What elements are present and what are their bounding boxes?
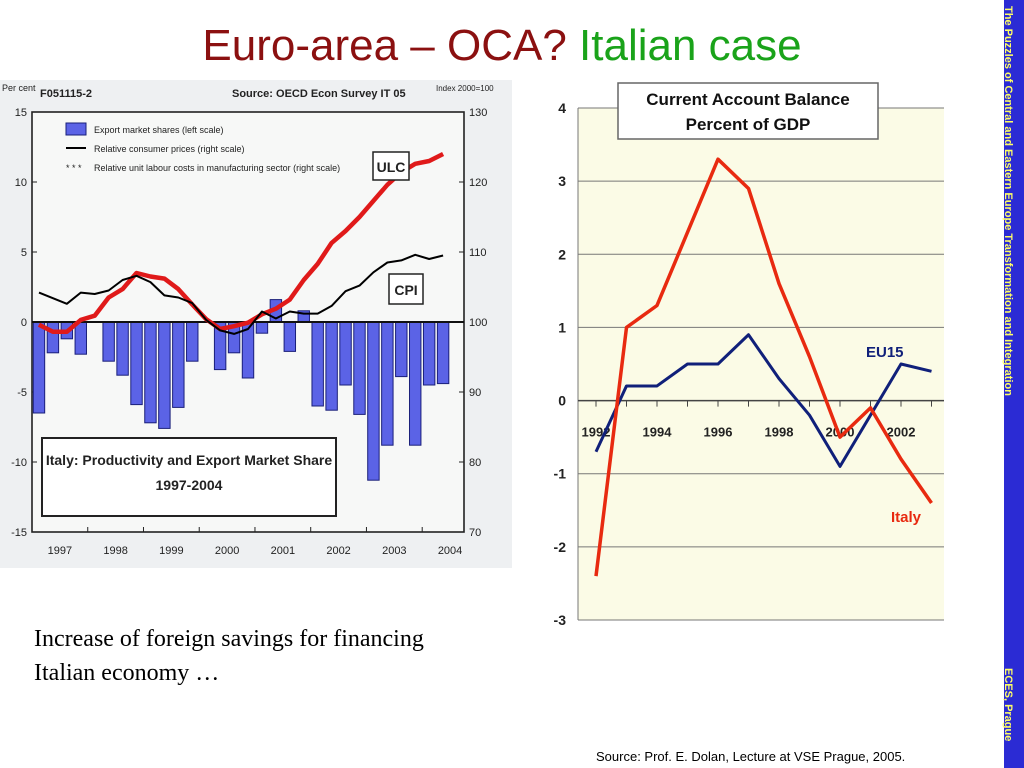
- cpi-line: [38, 253, 444, 335]
- left-tick-label: 5: [21, 247, 27, 259]
- right-title-box: [617, 82, 879, 140]
- cpi-label-box: [388, 273, 424, 305]
- right-y-tick-label: -2: [554, 539, 567, 555]
- chart-code-label: F051115-2: [40, 88, 92, 100]
- left-tick-label: 0: [21, 317, 27, 329]
- italy-series-label: Italy: [891, 509, 922, 526]
- right-tick-label: 100: [469, 317, 487, 329]
- x-tick-label: 1999: [159, 545, 183, 557]
- right-tick-label: 80: [469, 457, 481, 469]
- right-tick-label: 70: [469, 527, 481, 539]
- oecd-source-label: Source: OECD Econ Survey IT 05: [232, 88, 406, 100]
- right-y-tick-label: 4: [558, 100, 566, 116]
- export-share-bar: [381, 321, 394, 446]
- right-x-tick-label: 1996: [704, 425, 733, 440]
- right-tick-label: 120: [469, 177, 487, 189]
- x-tick-label: 2000: [215, 545, 239, 557]
- right-y-tick-label: 0: [558, 393, 566, 409]
- right-x-tick-label: 1994: [643, 425, 673, 440]
- export-share-bar: [311, 321, 324, 407]
- legend-label-ulc: Relative unit labour costs in manufactur…: [94, 163, 340, 173]
- cpi-label: CPI: [394, 282, 417, 298]
- export-share-bar: [46, 321, 60, 354]
- ulc-label-box: [372, 151, 410, 181]
- right-y-tick-label: 3: [558, 173, 566, 189]
- x-tick-label: 1998: [103, 545, 127, 557]
- legend-swatch-ulc: * * *: [66, 163, 82, 173]
- export-share-bar: [158, 321, 171, 429]
- side-band: [1004, 0, 1024, 768]
- export-share-bar: [339, 321, 352, 386]
- legend-label-bars: Export market shares (left scale): [94, 125, 224, 135]
- left-tick-label: -10: [11, 457, 27, 469]
- export-share-bar: [102, 321, 115, 362]
- x-tick-label: 2001: [271, 545, 295, 557]
- side-band-title: The Puzzles of Central and Eastern Europ…: [1002, 6, 1014, 396]
- right-y-tick-label: 1: [558, 319, 566, 335]
- right-chart-title-line2: Percent of GDP: [686, 115, 811, 134]
- export-share-bar: [255, 321, 269, 334]
- right-x-tick-label: 1998: [765, 425, 794, 440]
- left-tick-label: -15: [11, 527, 27, 539]
- right-chart-title-line1: Current Account Balance: [646, 90, 849, 109]
- right-y-tick-label: 2: [558, 246, 566, 262]
- export-share-bar: [422, 321, 436, 386]
- legend-label-cpi: Relative consumer prices (right scale): [94, 144, 245, 154]
- title-part-italian-case: Italian case: [579, 21, 802, 70]
- export-share-bar: [74, 321, 87, 355]
- export-share-bar: [130, 321, 143, 406]
- x-tick-label: 2003: [382, 545, 406, 557]
- export-share-bar: [409, 321, 422, 446]
- ulc-dotted-overlay: [38, 153, 444, 333]
- export-share-bar: [32, 321, 46, 414]
- left-chart-svg: Per cent F051115-2 Source: OECD Econ Surve…: [0, 80, 512, 568]
- export-share-bar: [144, 321, 157, 424]
- side-band-footer: ECES, Prague: [1002, 668, 1014, 742]
- italy-line: [594, 157, 933, 577]
- export-share-bar: [436, 321, 450, 385]
- right-y-tick-label: -3: [554, 612, 567, 628]
- export-share-bar: [353, 321, 366, 415]
- left-tick-label: -5: [17, 387, 27, 399]
- current-account-chart: 4 3 2 1 0 -1 -2 -3 1992 1994 1996 1998 2000 2002 EU15 I…: [536, 76, 956, 634]
- x-tick-label: 2002: [326, 545, 350, 557]
- title-part-oca: Euro-area – OCA?: [202, 21, 567, 70]
- italy-title-box: [41, 437, 337, 517]
- export-share-bar: [116, 321, 129, 376]
- export-share-bar: [325, 321, 338, 411]
- slide-title: Euro-area – OCA? Italian case: [0, 18, 1004, 74]
- right-tick-label: 110: [469, 247, 487, 259]
- right-plot-area: [578, 108, 944, 620]
- legend-swatch-bars: [65, 122, 87, 136]
- export-share-bar: [367, 321, 380, 481]
- eu15-line: [594, 333, 932, 468]
- right-x-tick-label: 2002: [887, 425, 916, 440]
- x-tick-label: 1997: [48, 545, 72, 557]
- left-tick-label: 10: [15, 177, 27, 189]
- eu15-series-label: EU15: [866, 344, 904, 361]
- caption-text: Increase of foreign savings for financin…: [34, 626, 424, 686]
- right-tick-label: 90: [469, 387, 481, 399]
- right-y-tick-label: -1: [554, 466, 567, 482]
- export-share-bar: [395, 321, 408, 378]
- italy-box-title-line2: 1997-2004: [156, 477, 223, 493]
- italy-box-title-line1: Italy: Productivity and Export Market Sh…: [46, 452, 333, 468]
- export-share-bar: [186, 321, 199, 362]
- x-tick-label: 2004: [438, 545, 462, 557]
- ulc-label: ULC: [377, 159, 406, 175]
- productivity-export-chart: Per cent F051115-2 Source: OECD Econ Surve…: [0, 80, 512, 568]
- export-share-bar: [172, 321, 185, 408]
- source-note: Source: Prof. E. Dolan, Lecture at VSE P…: [596, 749, 906, 764]
- right-unit-label: Index 2000=100: [436, 84, 494, 93]
- left-tick-label: 15: [15, 107, 27, 119]
- export-share-bar: [283, 321, 297, 352]
- left-unit-label: Per cent: [2, 83, 36, 93]
- right-tick-label: 130: [469, 107, 487, 119]
